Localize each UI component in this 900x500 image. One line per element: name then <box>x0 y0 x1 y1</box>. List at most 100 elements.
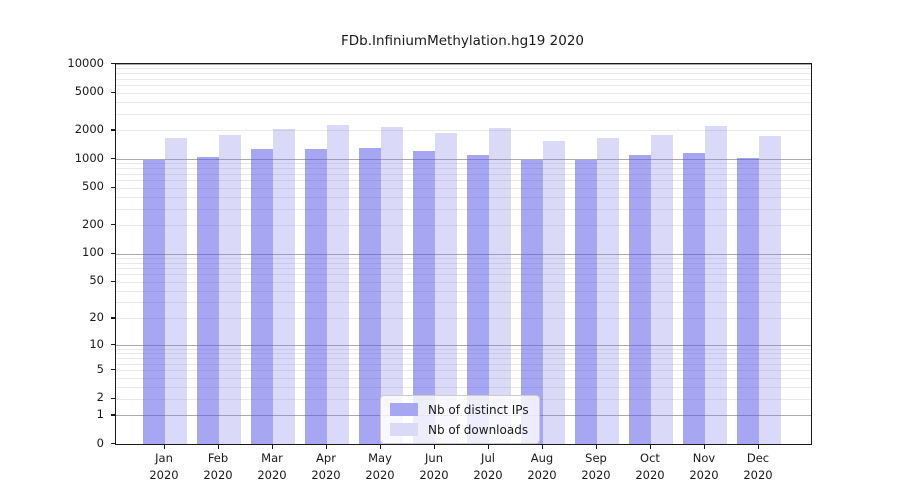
gridline-minor <box>116 370 811 372</box>
bar-downloads-nov <box>705 126 727 444</box>
bar-downloads-jul <box>489 128 511 444</box>
y-tick-label: 500 <box>82 179 104 193</box>
gridline-minor <box>116 358 811 360</box>
y-tick-mark <box>110 443 115 445</box>
gridline-major <box>116 64 811 65</box>
bar-ips-apr <box>305 148 327 444</box>
y-tick-label: 0 <box>96 435 104 450</box>
gridline-minor <box>116 262 811 264</box>
bar-ips-may <box>359 147 381 444</box>
y-tick-mark <box>110 186 115 188</box>
x-tick-label: Oct 2020 <box>635 451 665 482</box>
bar-ips-jul <box>467 155 489 444</box>
bar-downloads-sep <box>597 138 619 444</box>
y-tick-label: 50 <box>89 273 104 288</box>
x-tick-label: Nov 2020 <box>689 451 719 482</box>
gridline-minor <box>116 196 811 198</box>
gridline-minor <box>116 290 811 292</box>
x-tick-mark <box>542 444 544 449</box>
bar-downloads-feb <box>219 135 241 444</box>
y-tick-mark <box>110 91 115 93</box>
x-tick-mark <box>434 444 436 449</box>
gridline-minor <box>116 349 811 350</box>
x-tick-label: Jul 2020 <box>473 451 503 482</box>
y-tick-label: 5000 <box>74 84 104 99</box>
gridline-minor <box>116 113 811 115</box>
x-tick-mark <box>650 444 652 449</box>
legend-entry: Nb of downloads <box>390 421 529 438</box>
legend-swatch <box>390 403 418 416</box>
gridline-minor <box>116 101 811 103</box>
x-tick-mark <box>380 444 382 449</box>
y-tick-mark <box>110 369 115 371</box>
y-tick-label: 20 <box>89 309 104 324</box>
y-tick-label: 1000 <box>74 150 104 165</box>
x-tick-label: Dec 2020 <box>743 451 773 482</box>
gridline-minor <box>116 180 811 181</box>
gridline-minor <box>116 85 811 87</box>
gridline-minor <box>116 363 811 365</box>
x-tick-mark <box>272 444 274 449</box>
x-tick-label: May 2020 <box>365 451 395 482</box>
y-tick-mark <box>110 129 115 131</box>
x-tick-mark <box>218 444 220 449</box>
bar-ips-sep <box>575 160 597 444</box>
y-tick-mark <box>110 224 115 226</box>
x-tick-mark <box>704 444 706 449</box>
y-tick-label: 100 <box>82 245 104 260</box>
bar-ips-oct <box>629 155 651 444</box>
gridline-minor <box>116 302 811 304</box>
bar-downloads-mar <box>273 129 295 444</box>
x-tick-label: Mar 2020 <box>257 451 287 482</box>
x-tick-label: Aug 2020 <box>527 451 557 482</box>
legend-swatch <box>390 423 418 436</box>
gridline-minor <box>116 78 811 80</box>
gridline-minor <box>116 353 811 355</box>
x-tick-mark <box>164 444 166 449</box>
bar-ips-feb <box>197 156 219 444</box>
gridline-minor <box>116 173 811 175</box>
legend: Nb of distinct IPs Nb of downloads <box>380 395 540 444</box>
bar-downloads-oct <box>651 134 673 444</box>
gridline-minor <box>116 68 811 70</box>
gridline-minor <box>116 92 811 94</box>
gridline-major <box>116 345 811 347</box>
y-tick-label: 10 <box>89 336 104 351</box>
gridline-minor <box>116 274 811 276</box>
gridline-minor <box>116 130 811 132</box>
plot-area: Nb of distinct IPs Nb of downloads <box>115 63 812 445</box>
legend-label: Nb of downloads <box>428 422 529 437</box>
gridline-minor <box>116 386 811 388</box>
bar-downloads-apr <box>327 125 349 444</box>
x-tick-mark <box>758 444 760 449</box>
bar-downloads-aug <box>543 140 565 444</box>
gridline-minor <box>116 208 811 210</box>
y-tick-label: 5 <box>96 361 104 376</box>
gridline-minor <box>116 377 811 379</box>
bar-downloads-jun <box>435 132 457 444</box>
bar-downloads-dec <box>759 136 781 444</box>
gridline-minor <box>116 168 811 170</box>
bar-ips-dec <box>737 157 759 444</box>
bar-ips-jan <box>143 160 165 444</box>
y-tick-mark <box>110 280 115 283</box>
x-tick-mark <box>326 444 328 449</box>
bar-ips-aug <box>521 160 543 444</box>
chart-title: FDb.InfiniumMethylation.hg19 2020 <box>341 33 584 49</box>
y-tick-label: 10000 <box>67 55 104 70</box>
y-tick-label: 200 <box>82 216 104 231</box>
gridline-major <box>116 253 811 255</box>
gridline-minor <box>116 268 811 270</box>
legend-entry: Nb of distinct IPs <box>390 401 529 418</box>
bar-ips-nov <box>683 152 705 444</box>
y-tick-mark <box>110 158 115 160</box>
gridline-minor <box>116 187 811 189</box>
x-tick-mark <box>488 444 490 449</box>
gridline-minor <box>116 73 811 75</box>
y-tick-label: 2 <box>96 390 104 405</box>
gridline-minor <box>116 163 811 165</box>
gridline-minor <box>116 318 811 320</box>
legend-label: Nb of distinct IPs <box>428 402 529 417</box>
y-tick-label: 2000 <box>74 121 104 136</box>
